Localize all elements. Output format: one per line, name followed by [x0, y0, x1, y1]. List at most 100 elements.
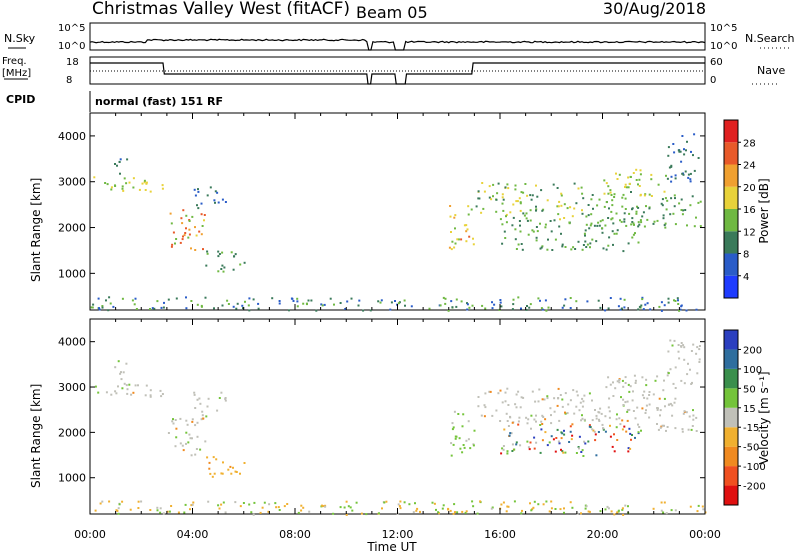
data-point [234, 253, 237, 256]
data-point [107, 309, 110, 312]
data-point [663, 190, 666, 193]
data-point [667, 301, 670, 304]
data-point [574, 248, 577, 250]
data-point [535, 236, 538, 239]
data-point [578, 435, 581, 438]
data-point [197, 190, 200, 193]
data-point [519, 406, 522, 409]
data-point [501, 401, 504, 404]
data-point [640, 429, 642, 432]
data-point [622, 398, 625, 401]
data-point [637, 225, 640, 228]
data-point [320, 303, 323, 306]
colorbar-tick: -15 [743, 423, 759, 434]
data-point [306, 303, 308, 306]
data-point [609, 191, 612, 194]
data-point [506, 183, 509, 186]
data-point [637, 423, 639, 426]
data-point [514, 238, 517, 241]
data-point [174, 445, 177, 448]
data-point [621, 205, 624, 208]
data-point [533, 436, 536, 439]
data-point [624, 208, 627, 210]
data-point [403, 299, 406, 302]
data-point [556, 187, 559, 189]
data-point [618, 381, 621, 384]
data-point [531, 390, 534, 393]
data-point [621, 507, 624, 510]
data-point [698, 345, 701, 347]
data-point [175, 427, 178, 430]
data-point [143, 179, 146, 182]
data-point [604, 224, 607, 227]
data-point [159, 389, 162, 392]
data-point [511, 421, 514, 424]
data-point [646, 302, 649, 305]
data-point [119, 172, 121, 175]
data-point [145, 181, 148, 184]
data-point [236, 302, 239, 305]
data-point [627, 242, 630, 245]
data-point [563, 304, 566, 307]
data-point [563, 429, 565, 432]
data-point [541, 245, 544, 248]
data-point [550, 230, 553, 233]
data-point [568, 221, 571, 224]
date-label: 30/Aug/2018 [603, 0, 706, 18]
data-point [385, 500, 388, 503]
data-point [641, 376, 644, 379]
nave-label: Nave [757, 64, 785, 77]
data-point [188, 433, 191, 436]
data-point [462, 413, 465, 416]
data-point [140, 500, 143, 503]
data-point [499, 218, 502, 221]
data-point [220, 391, 223, 394]
data-point [239, 263, 242, 266]
data-point [616, 511, 619, 514]
data-point [699, 225, 702, 228]
data-point [109, 302, 112, 305]
colorbar-swatch [724, 349, 738, 369]
data-point [135, 308, 138, 310]
data-point [667, 154, 670, 157]
data-point [582, 244, 585, 246]
data-point [302, 506, 305, 509]
data-point [590, 198, 593, 201]
data-point [156, 300, 159, 303]
data-point [507, 505, 510, 508]
data-point [623, 218, 626, 221]
data-point [658, 397, 661, 400]
data-point [188, 233, 191, 236]
data-point [206, 456, 209, 459]
data-point [172, 231, 175, 234]
data-point [222, 461, 224, 464]
data-point [491, 307, 494, 310]
data-point [501, 193, 504, 196]
data-point [277, 506, 280, 509]
data-point [612, 395, 615, 397]
data-point [663, 424, 665, 427]
data-point [206, 194, 209, 197]
data-point [662, 511, 665, 514]
data-point [167, 432, 170, 434]
data-point [665, 208, 668, 211]
data-point [98, 307, 100, 310]
data-point [595, 414, 598, 417]
data-point [278, 509, 281, 511]
data-point [343, 506, 346, 509]
data-point [667, 372, 670, 375]
data-point [689, 204, 692, 207]
data-point [560, 448, 562, 451]
data-point [449, 205, 452, 207]
data-point [683, 153, 686, 156]
data-point [208, 461, 211, 464]
data-point [634, 232, 636, 235]
data-point [695, 352, 698, 355]
data-point [646, 218, 649, 221]
data-point [625, 430, 628, 433]
data-point [613, 450, 616, 453]
data-point [195, 234, 198, 237]
data-point [604, 430, 607, 433]
data-point [673, 299, 675, 302]
data-point [657, 428, 660, 431]
